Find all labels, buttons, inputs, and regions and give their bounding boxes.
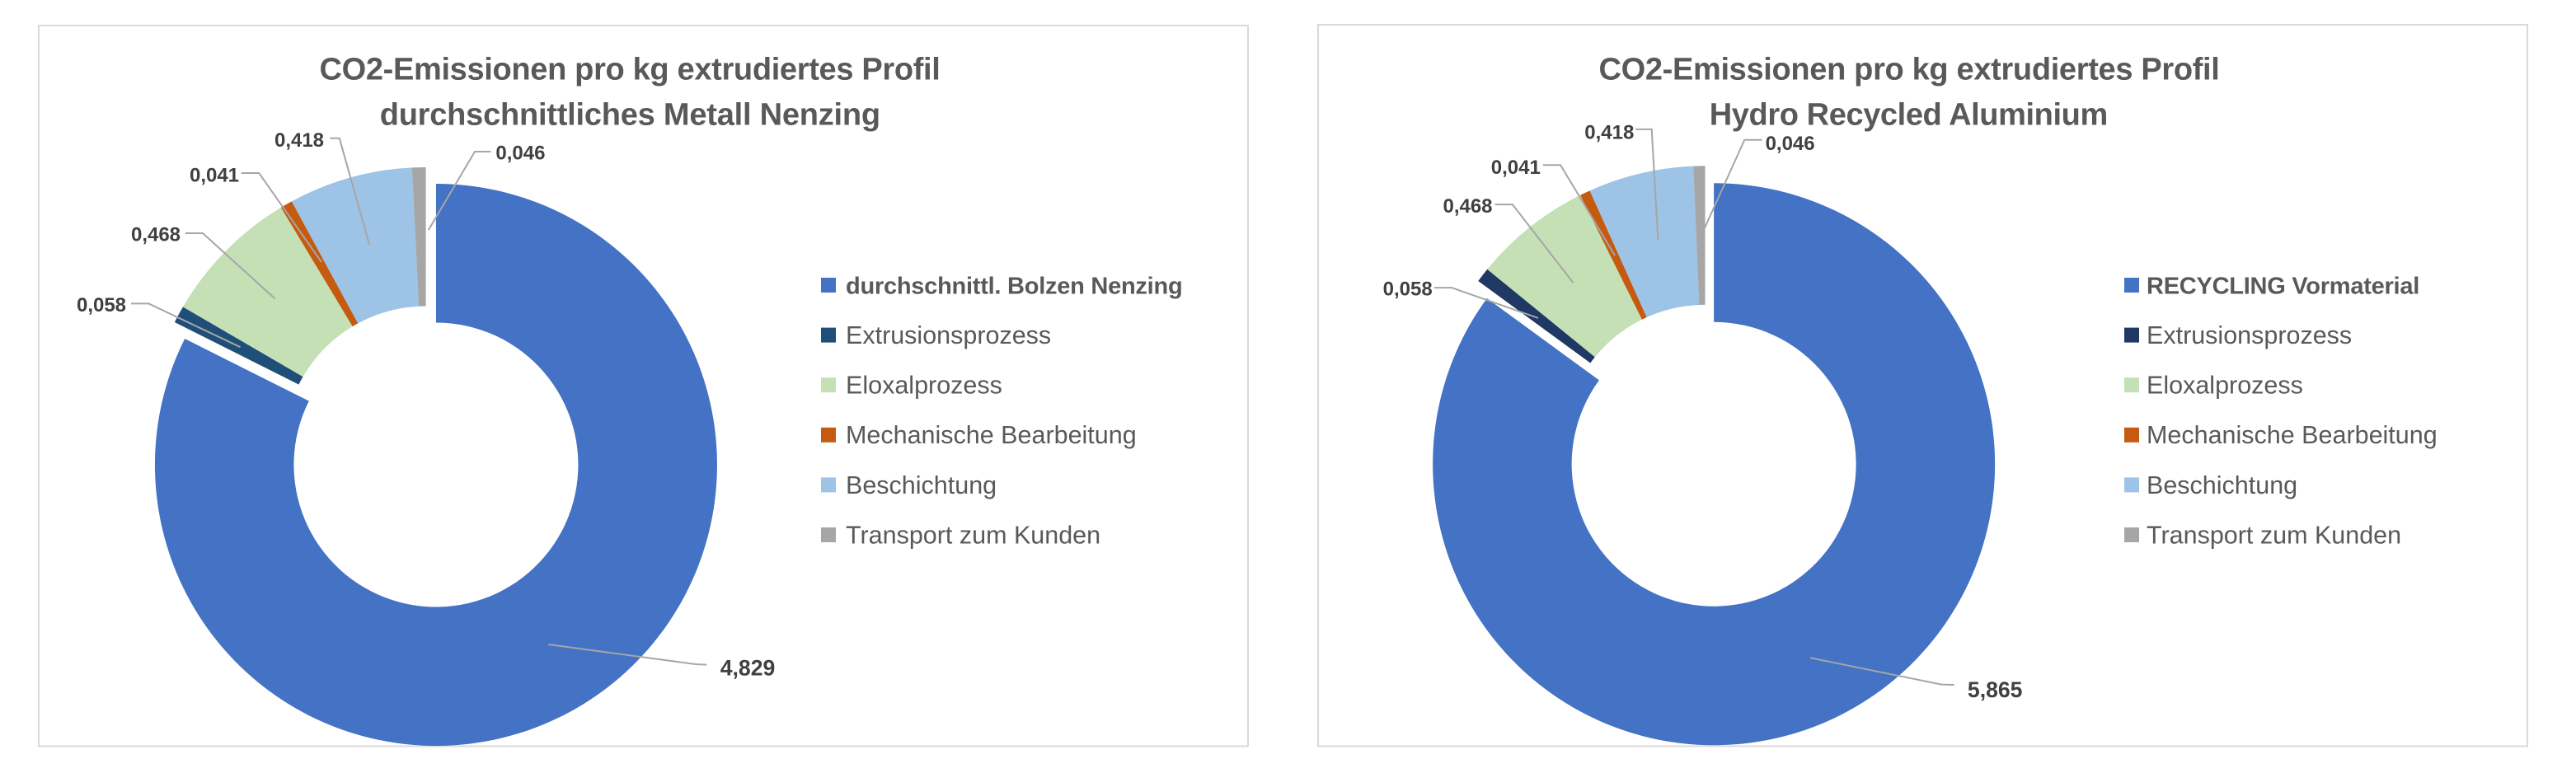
svg-text:Eloxalprozess: Eloxalprozess — [2147, 372, 2303, 400]
svg-text:Transport zum Kunden: Transport zum Kunden — [846, 521, 1100, 549]
svg-text:Hydro Recycled Aluminium: Hydro Recycled Aluminium — [1710, 98, 2108, 133]
svg-text:5,865: 5,865 — [1968, 677, 2023, 702]
svg-text:Extrusionsprozess: Extrusionsprozess — [846, 321, 1051, 349]
svg-text:CO2-Emissionen pro kg extrudie: CO2-Emissionen pro kg extrudiertes Profi… — [320, 52, 941, 87]
svg-text:0,046: 0,046 — [1766, 133, 1815, 155]
svg-text:RECYCLING Vormaterial: RECYCLING Vormaterial — [2147, 273, 2419, 299]
svg-text:Mechanische Bearbeitung: Mechanische Bearbeitung — [846, 421, 1137, 449]
svg-text:0,041: 0,041 — [190, 165, 239, 187]
svg-text:0,418: 0,418 — [274, 129, 324, 152]
svg-text:0,046: 0,046 — [495, 143, 545, 165]
svg-text:durchschnittliches Metall Nenz: durchschnittliches Metall Nenzing — [380, 98, 880, 133]
svg-text:Eloxalprozess: Eloxalprozess — [846, 372, 1002, 400]
svg-text:Beschichtung: Beschichtung — [2147, 471, 2297, 499]
svg-text:Beschichtung: Beschichtung — [846, 471, 997, 499]
svg-text:0,418: 0,418 — [1584, 122, 1634, 144]
svg-text:4,829: 4,829 — [720, 655, 776, 680]
svg-text:durchschnittl. Bolzen Nenzing: durchschnittl. Bolzen Nenzing — [846, 273, 1182, 299]
svg-text:CO2-Emissionen pro kg extrudie: CO2-Emissionen pro kg extrudiertes Profi… — [1599, 52, 2220, 87]
svg-text:0,468: 0,468 — [131, 224, 181, 246]
svg-text:Transport zum Kunden: Transport zum Kunden — [2147, 521, 2401, 549]
svg-text:0,058: 0,058 — [1383, 279, 1433, 301]
svg-text:0,468: 0,468 — [1443, 195, 1492, 218]
svg-text:Extrusionsprozess: Extrusionsprozess — [2147, 321, 2352, 349]
svg-text:Mechanische Bearbeitung: Mechanische Bearbeitung — [2147, 421, 2438, 449]
svg-text:0,041: 0,041 — [1491, 157, 1541, 179]
svg-text:0,058: 0,058 — [77, 294, 126, 316]
